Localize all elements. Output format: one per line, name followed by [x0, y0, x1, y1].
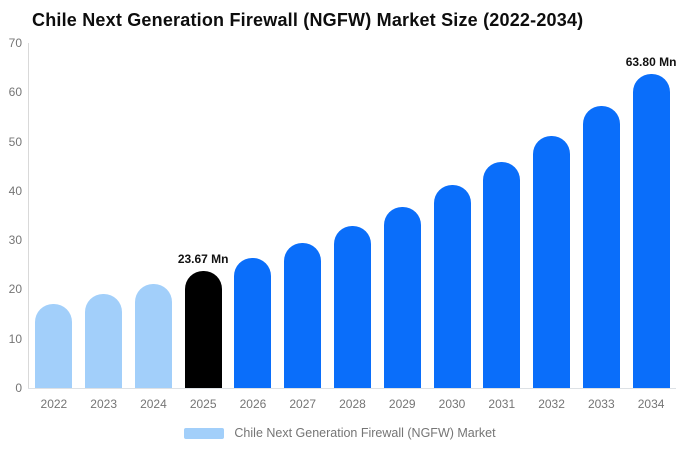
chart-title: Chile Next Generation Firewall (NGFW) Ma… — [32, 10, 584, 30]
bar-2032[interactable] — [533, 135, 571, 388]
x-axis-label-2030: 2030 — [438, 397, 466, 411]
y-tick-label: 0 — [15, 381, 22, 395]
x-axis-label-2024: 2024 — [140, 397, 167, 411]
y-tick-label: 30 — [8, 233, 22, 248]
bars-container: 2022 2023 2024 23.67 Mn 2025 2026 2027 2028 2029… — [29, 43, 677, 411]
x-axis-label-2027: 2027 — [289, 397, 317, 411]
bar-2023[interactable] — [85, 294, 123, 388]
bar-2029[interactable] — [383, 206, 421, 388]
x-axis-line — [28, 388, 676, 389]
y-tick-label: 20 — [8, 282, 22, 297]
x-axis-label-2034: 2034 — [637, 397, 665, 411]
bar-2028[interactable] — [333, 225, 371, 388]
bar-slot-2024: 2024 — [129, 43, 179, 411]
bar-slot-2034: 63.80 Mn 2034 — [626, 43, 677, 411]
plot-area: 2022 2023 2024 23.67 Mn 2025 2026 2027 2028 2029… — [28, 43, 677, 411]
y-tick-label: 40 — [8, 183, 22, 198]
bar-2033[interactable] — [582, 106, 620, 388]
x-axis-label-2022: 2022 — [40, 397, 68, 411]
y-axis-tick-labels: 0 10 20 30 40 50 60 70 — [2, 36, 22, 395]
bar-2031[interactable] — [483, 161, 521, 388]
y-tick-label: 60 — [8, 85, 22, 100]
bar-slot-2028: 2028 — [328, 43, 378, 411]
bar-value-label-2034: 63.80 Mn — [625, 54, 677, 69]
x-axis-label-2029: 2029 — [388, 397, 416, 411]
x-axis-label-2032: 2032 — [538, 397, 565, 411]
bar-slot-2022: 2022 — [29, 43, 79, 411]
y-axis-line — [28, 43, 29, 388]
x-axis-label-2025: 2025 — [189, 397, 217, 411]
bar-slot-2031: 2031 — [477, 43, 527, 411]
y-tick-label: 10 — [8, 331, 22, 346]
legend-swatch — [184, 427, 225, 439]
bar-2034[interactable]: 63.80 Mn — [626, 55, 676, 388]
legend-label: Chile Next Generation Firewall (NGFW) Ma… — [234, 426, 496, 440]
bar-2024[interactable] — [134, 283, 172, 388]
bar-2027[interactable] — [284, 242, 322, 388]
bar-2025[interactable]: 23.67 Mn — [178, 252, 229, 388]
bar-2030[interactable] — [433, 185, 471, 388]
bar-slot-2023: 2023 — [79, 43, 129, 411]
y-tick-label: 50 — [8, 134, 22, 149]
bar-slot-2030: 2030 — [427, 43, 477, 411]
bar-2022[interactable] — [35, 304, 73, 388]
bar-slot-2029: 2029 — [377, 43, 427, 411]
bar-value-label-2025: 23.67 Mn — [177, 252, 229, 267]
x-axis-label-2033: 2033 — [587, 397, 615, 411]
x-axis-label-2026: 2026 — [239, 397, 267, 411]
y-tick-label: 70 — [8, 36, 22, 50]
bar-slot-2025: 23.67 Mn 2025 — [178, 43, 229, 411]
bar-slot-2027: 2027 — [278, 43, 328, 411]
x-axis-label-2028: 2028 — [339, 397, 366, 411]
bar-slot-2026: 2026 — [228, 43, 278, 411]
x-axis-label-2023: 2023 — [90, 397, 117, 411]
bar-slot-2032: 2032 — [527, 43, 577, 411]
bar-2026[interactable] — [234, 257, 272, 388]
x-axis-label-2031: 2031 — [488, 397, 516, 411]
legend[interactable]: Chile Next Generation Firewall (NGFW) Ma… — [0, 426, 680, 440]
bar-slot-2033: 2033 — [576, 43, 626, 411]
